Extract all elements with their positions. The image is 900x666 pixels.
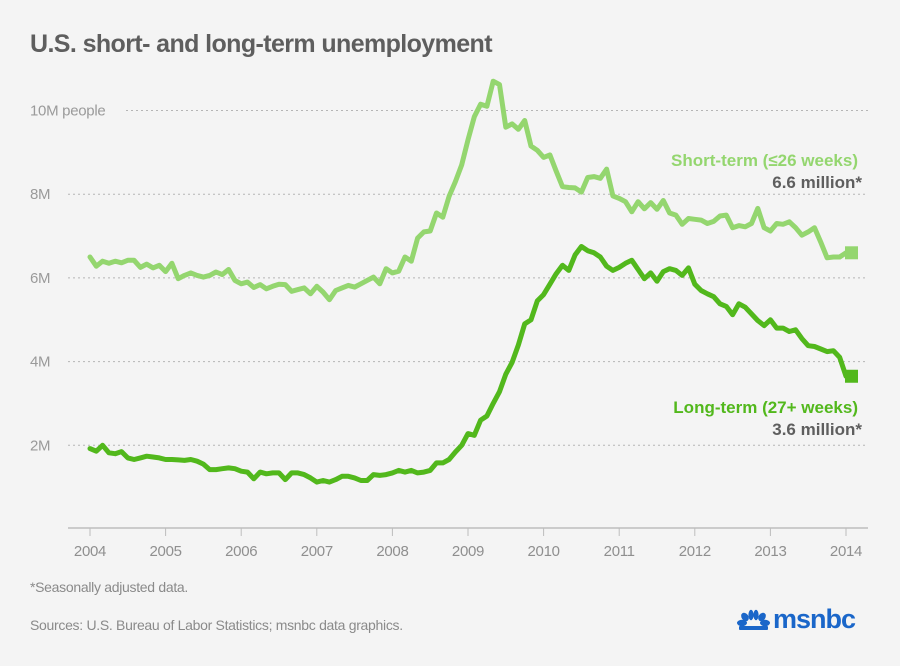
- y-tick-label: 8M: [30, 186, 50, 203]
- end-marker-long-term: [845, 369, 858, 383]
- chart-title: U.S. short- and long-term unemployment: [30, 30, 493, 58]
- series-value-short-term: 6.6 million*: [772, 173, 862, 192]
- x-tick-label: 2012: [679, 543, 711, 560]
- x-tick-label: 2010: [528, 543, 560, 560]
- y-tick-label: 2M: [30, 437, 50, 454]
- x-tick-label: 2011: [604, 543, 635, 560]
- x-tick-label: 2009: [452, 543, 484, 560]
- peacock-icon: [737, 609, 770, 630]
- series-line-short-term: [87, 78, 849, 303]
- y-tick-label: 6M: [30, 270, 50, 287]
- x-tick-label: 2004: [74, 543, 106, 560]
- x-tick-label: 2013: [754, 543, 786, 560]
- x-tick-label: 2006: [225, 543, 257, 560]
- sources-note: Sources: U.S. Bureau of Labor Statistics…: [30, 617, 403, 633]
- msnbc-logo: msnbc: [736, 604, 856, 635]
- y-axis-ticks: 2M 4M 6M 8M 10M people: [30, 103, 106, 455]
- x-tick-label: 2008: [376, 543, 408, 560]
- series-line-long-term: [87, 244, 849, 485]
- logo-text: msnbc: [773, 604, 856, 634]
- series-label-long-term: Long-term (27+ weeks): [673, 398, 858, 417]
- gridlines: [68, 110, 868, 446]
- series-labels: Short-term (≤26 weeks) 6.6 million* Long-t…: [671, 151, 862, 439]
- x-tick-label: 2014: [830, 543, 862, 560]
- end-marker-short-term: [845, 246, 858, 260]
- y-tick-label: 10M people: [30, 103, 105, 120]
- y-tick-label: 4M: [30, 354, 50, 371]
- series-lines: [87, 78, 858, 485]
- x-tick-label: 2007: [301, 543, 333, 560]
- footnote: *Seasonally adjusted data.: [30, 579, 188, 595]
- x-tick-label: 2005: [150, 543, 182, 560]
- series-value-long-term: 3.6 million*: [772, 420, 862, 439]
- x-axis: 2004 2005 2006 2007 2008 2009 2010 2011 2012 2013…: [68, 527, 868, 560]
- series-label-short-term: Short-term (≤26 weeks): [671, 151, 858, 170]
